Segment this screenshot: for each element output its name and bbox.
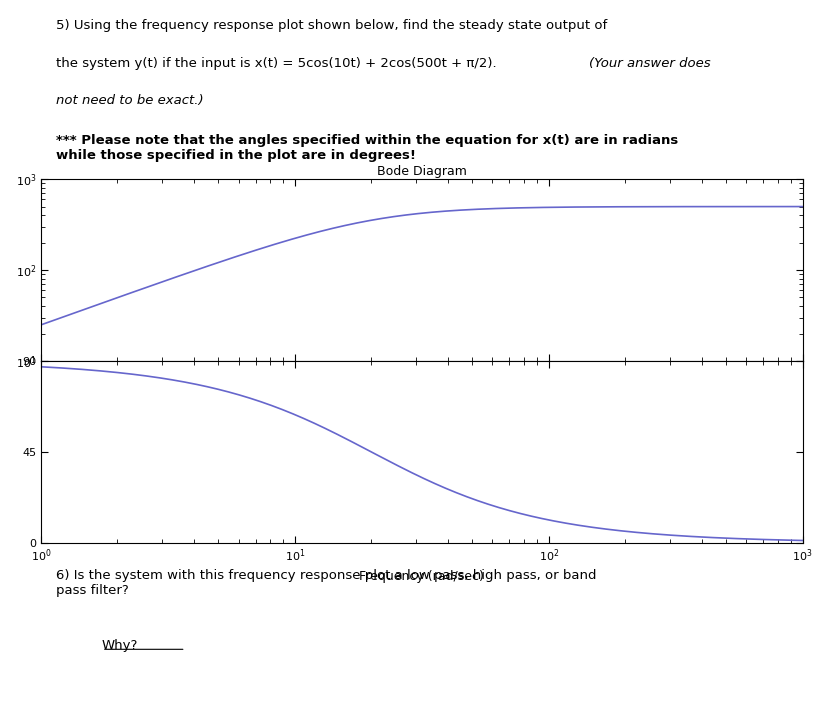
Text: *** Please note that the angles specified within the equation for x(t) are in ra: *** Please note that the angles specifie… <box>57 134 678 162</box>
Text: the system y(t) if the input is x(t) = 5cos(10t) + 2cos(500t + π/2).: the system y(t) if the input is x(t) = 5… <box>57 57 501 70</box>
Title: Bode Diagram: Bode Diagram <box>377 165 467 178</box>
Text: 6) Is the system with this frequency response plot a low pass, high pass, or ban: 6) Is the system with this frequency res… <box>57 568 597 596</box>
X-axis label: Frequency (rad/sec): Frequency (rad/sec) <box>360 570 484 583</box>
Text: Why?: Why? <box>102 639 138 652</box>
Text: (Your answer does: (Your answer does <box>590 57 711 70</box>
Text: not need to be exact.): not need to be exact.) <box>57 94 204 107</box>
Text: 5) Using the frequency response plot shown below, find the steady state output o: 5) Using the frequency response plot sho… <box>57 19 608 32</box>
